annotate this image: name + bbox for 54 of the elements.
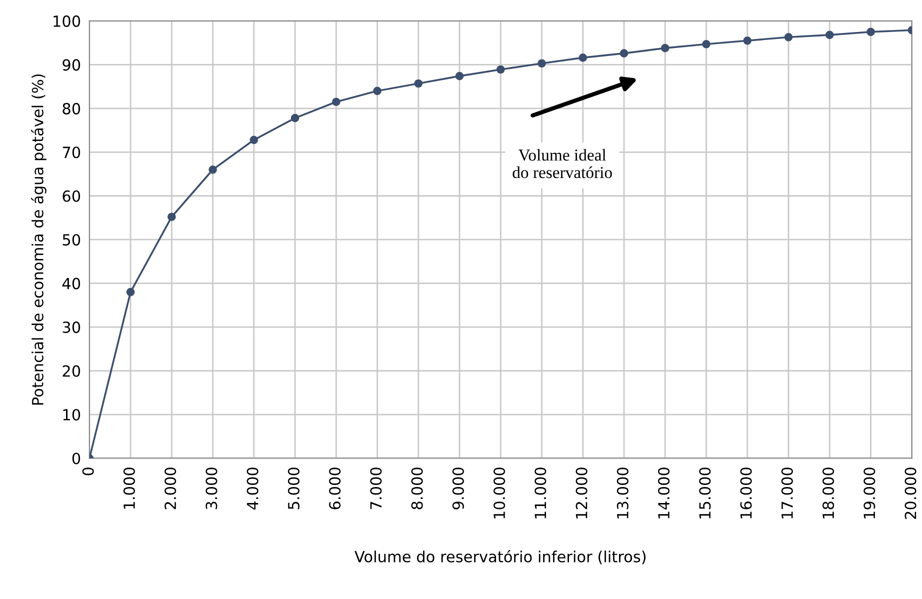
y-tick-label: 50 [62, 234, 80, 246]
annotation: Volume ideal do reservatório [512, 148, 612, 178]
y-tick-label: 70 [62, 146, 80, 158]
y-tick-label: 20 [62, 365, 80, 377]
point [414, 79, 423, 88]
x-tick-label: 10.000 [494, 468, 506, 518]
y-tick-label: 40 [62, 278, 80, 290]
point [373, 86, 382, 96]
y-tick-label: 0 [72, 452, 80, 464]
x-tick-label: 9.000 [452, 468, 464, 510]
y-tick-label: 60 [62, 190, 80, 202]
x-tick-label: 14.000 [658, 468, 670, 518]
point [825, 30, 834, 40]
point [455, 72, 464, 80]
point [578, 54, 588, 62]
x-tick-label: 4.000 [246, 468, 258, 510]
x-tick-label: 8.000 [411, 468, 423, 510]
point [702, 40, 710, 48]
y-tick-label: 30 [62, 322, 80, 334]
point [126, 288, 135, 296]
point [660, 44, 670, 52]
x-tick-label: 19.000 [864, 468, 876, 518]
point [743, 36, 752, 45]
x-tick-label: 12.000 [576, 468, 588, 518]
point [496, 65, 505, 74]
y-tick-label: 80 [62, 102, 80, 114]
y-axis-title: Potencial de economia de água potável (%) [30, 74, 46, 405]
point [538, 59, 546, 68]
x-axis-title: Volume do reservatório inferior (litros) [354, 550, 646, 564]
point [784, 32, 793, 42]
x-tick-label: 1.000 [123, 468, 135, 509]
point [332, 98, 340, 106]
x-tick-label: 16.000 [740, 468, 752, 518]
x-tick-label: 11.000 [534, 468, 546, 518]
x-tick-label: 3.000 [206, 468, 218, 510]
x-tick-label: 20.000 [904, 468, 916, 519]
y-tick-label: 100 [54, 15, 80, 27]
x-tick-label: 18.000 [822, 468, 834, 518]
x-tick-label: 0 [82, 468, 94, 476]
y-tick-label: 90 [62, 59, 80, 71]
x-tick-label: 2.000 [164, 468, 176, 510]
x-tick-label: 5.000 [288, 468, 300, 510]
y-tick-label: 10 [63, 408, 80, 421]
point [290, 114, 300, 122]
point [250, 136, 258, 144]
x-tick-label: 6.000 [329, 468, 341, 510]
x-tick-label: 15.000 [699, 468, 711, 518]
x-tick-label: 7.000 [370, 468, 382, 510]
x-tick-label: 17.000 [781, 468, 793, 518]
x-tick-label: 13.000 [616, 468, 628, 518]
point [168, 212, 176, 222]
point [208, 165, 217, 174]
point [620, 49, 628, 58]
point [866, 28, 875, 36]
